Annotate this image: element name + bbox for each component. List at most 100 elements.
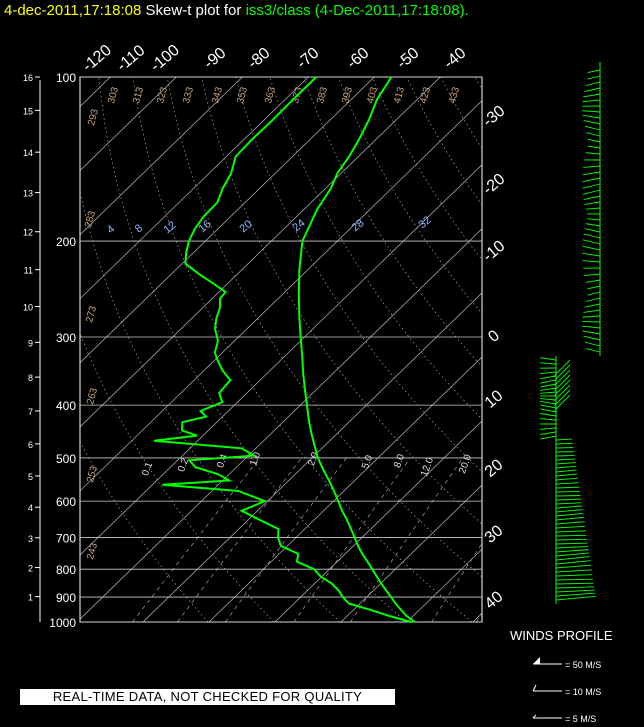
wind-barb — [540, 413, 557, 417]
wind-barb — [582, 183, 601, 189]
wind-barb — [582, 239, 601, 245]
isotherm — [80, 100, 482, 492]
wind-barb — [554, 364, 571, 381]
wind-barb — [555, 477, 578, 481]
legend-feather — [532, 714, 537, 719]
wind-barb — [584, 125, 601, 131]
temp-right-label: -20 — [480, 171, 509, 199]
wind-barb — [555, 552, 590, 557]
series-layer — [153, 76, 416, 623]
isotherm — [80, 77, 375, 364]
plot-area — [0, 77, 644, 622]
height-label-3: 3 — [28, 534, 33, 544]
dry-adiabat-label: 343 — [210, 85, 225, 104]
height-label-11: 11 — [24, 266, 33, 276]
wind-legend-5: = 5 M/S — [565, 714, 597, 724]
dry-adiabat — [509, 77, 644, 622]
mixing-ratio-label: 0.1 — [140, 460, 155, 477]
legend-feather — [532, 684, 537, 692]
dry-adiabat-label: 303 — [106, 85, 121, 104]
wind-barb — [555, 549, 589, 553]
wind-barb — [582, 315, 601, 318]
height-label-2: 2 — [28, 564, 33, 574]
isotherm — [80, 77, 309, 300]
temp-top-label: -40 — [441, 45, 470, 73]
wind-barb — [555, 505, 583, 509]
wind-barb — [555, 556, 590, 561]
height-label-14: 14 — [23, 148, 33, 158]
wind-barb — [582, 177, 601, 183]
dry-adiabat-label: 273 — [84, 304, 99, 323]
dry-adiabat — [440, 77, 482, 150]
saturation-label: 28 — [350, 217, 367, 234]
height-label-4: 4 — [28, 503, 33, 513]
wind-barb — [540, 383, 557, 388]
height-label-8: 8 — [28, 373, 33, 383]
wind-legend-symbols — [532, 657, 562, 719]
temp-top-label: -50 — [394, 45, 423, 73]
dry-adiabat-label: 403 — [365, 85, 380, 104]
wind-barb — [555, 574, 593, 577]
plot-prefix: Skew-t plot for — [145, 2, 242, 19]
wind-barb — [587, 291, 601, 296]
dry-adiabat-label: 283 — [83, 209, 98, 228]
wind-barb — [582, 189, 601, 195]
wind-barb — [555, 502, 582, 505]
temp-right-label: 40 — [482, 588, 507, 613]
temp-right-label: 10 — [482, 387, 507, 412]
wind-barb — [583, 195, 601, 201]
wind-barb — [582, 114, 601, 119]
wind-barb — [583, 309, 601, 313]
isotherm — [406, 548, 482, 622]
grid-layer — [0, 76, 644, 623]
isotherm — [0, 77, 44, 622]
wind-barb — [554, 394, 571, 411]
isotherm — [80, 77, 441, 428]
wind-barb — [586, 297, 601, 302]
wind-barb — [583, 233, 601, 239]
wind-barb — [555, 438, 572, 441]
saturation-label: 32 — [417, 214, 434, 231]
height-label-7: 7 — [28, 407, 33, 417]
temp-top-label: -110 — [114, 42, 149, 75]
wind-barb — [540, 435, 557, 440]
temp-right-label: 30 — [482, 522, 507, 547]
wind-barb — [555, 586, 595, 589]
wind-barb — [584, 201, 601, 205]
temp-right-label: 20 — [482, 456, 507, 481]
wind-barb — [555, 530, 586, 533]
saturation-label: 4 — [105, 223, 117, 236]
wind-barb — [555, 534, 587, 537]
saturation-label: 12 — [162, 219, 179, 236]
wind-barb — [582, 330, 601, 335]
wind-barb — [540, 357, 557, 361]
dry-adiabat-label: 353 — [235, 85, 250, 104]
dry-adiabat — [80, 440, 209, 622]
wind-barb — [555, 560, 591, 565]
wind-barb — [540, 362, 557, 365]
mixing-ratio-line — [350, 457, 464, 622]
height-label-10: 10 — [23, 303, 33, 313]
wind-barb — [584, 87, 601, 92]
legend-pennant — [533, 657, 540, 664]
wind-barb — [587, 218, 601, 221]
isotherm — [80, 228, 482, 620]
isotherm — [80, 164, 482, 556]
wind-barb — [540, 401, 557, 405]
sounding-source: iss3/class — [245, 2, 311, 19]
wind-barb — [585, 223, 601, 227]
dry-adiabat-label: 423 — [418, 85, 433, 104]
height-label-13: 13 — [23, 189, 33, 199]
dewpoint-line — [153, 76, 412, 623]
wind-barb — [585, 348, 601, 353]
pressure-label-700: 700 — [56, 532, 76, 546]
wind-barb — [584, 228, 601, 233]
wind-barb — [555, 486, 580, 489]
dry-adiabat-label: 323 — [155, 85, 170, 104]
height-label-9: 9 — [28, 338, 33, 348]
wind-barb — [540, 408, 557, 413]
wind-barb — [555, 495, 581, 497]
wind-barb — [554, 369, 571, 386]
wind-barb — [540, 404, 557, 409]
